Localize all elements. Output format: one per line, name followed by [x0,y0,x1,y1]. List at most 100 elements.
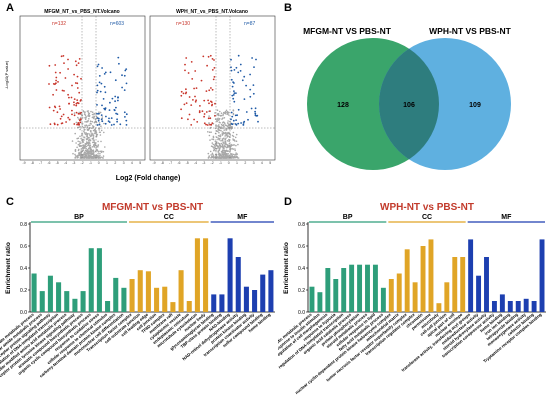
ns-point [91,152,93,154]
ns-point [88,118,90,120]
up-point [237,108,240,111]
volcano-plot-right: WPH_NT_vs_PBS_NT.Volcano n=130 n=87 -9 -8… [149,9,276,165]
ns-point [82,157,85,159]
up-point [254,110,256,113]
bar [357,264,363,312]
ns-point [217,129,220,131]
up-point [116,118,118,121]
ns-point [225,109,228,112]
ns-point [98,129,100,131]
down-point [207,117,210,120]
ns-point [219,145,221,147]
ns-point [81,122,83,124]
bar [499,294,505,312]
ns-point [224,154,226,157]
panel-letter-d: D [284,196,292,208]
ns-point [208,122,210,124]
bar [64,291,70,312]
ns-point [226,157,228,159]
ns-point [224,135,226,137]
ns-point [227,124,230,126]
bar [333,279,339,312]
ns-point [92,137,95,139]
ns-point [227,153,229,155]
down-point [198,111,201,114]
ns-point [215,149,217,152]
ns-point [86,120,88,123]
down-point [188,113,191,116]
down-point [187,118,189,121]
up-point [102,98,105,100]
up-point [230,66,232,69]
down-point [185,88,187,91]
ns-point [226,135,229,137]
ns-point [207,152,210,155]
ns-point [83,146,86,149]
ns-point [217,114,220,117]
ns-point [218,152,220,155]
ns-point [98,111,100,113]
up-point [233,82,235,84]
ns-point [237,143,239,146]
up-point [243,98,246,100]
down-point [78,119,81,122]
ns-point [81,117,84,119]
bar [539,239,545,312]
ns-point [74,150,77,152]
panel-letter-c: C [6,196,14,208]
down-point [184,69,186,72]
ns-point [219,156,221,158]
group-label: BP [343,214,353,221]
bar [56,282,62,312]
ns-point [211,155,213,158]
down-point [208,89,211,92]
ns-point [227,114,230,116]
ns-point [231,153,233,155]
up-point [104,71,107,74]
ns-point [230,145,232,147]
bar [476,275,482,312]
ns-point [221,139,224,142]
up-point [108,109,111,111]
volcano-x-tick: -8 [161,161,164,165]
down-point [190,61,193,63]
ns-point [77,140,79,143]
volcano-x-tick: 3 [253,161,255,165]
ns-point [80,155,82,158]
ns-point [220,126,222,128]
ns-point [79,141,81,143]
up-point [257,120,259,123]
ns-point [214,147,216,150]
ns-point [94,150,97,153]
up-point [100,118,103,121]
up-point [96,112,98,115]
bar [365,264,370,312]
volcano-xlabel: Log2 (Fold change) [116,175,181,182]
up-point [114,100,116,103]
down-point [206,64,209,67]
down-point [185,102,188,104]
ns-point [78,143,81,145]
down-count-label: n=130 [176,21,190,27]
ns-point [93,146,96,148]
bar [88,248,94,312]
ns-point [218,139,221,141]
ns-point [215,130,218,132]
ns-point [86,157,88,159]
volcano-x-tick: -8 [31,161,34,165]
ns-point [77,143,80,146]
y-tick-label: 0.2 [298,288,305,294]
down-point [183,103,186,106]
ns-point [89,157,91,159]
ns-point [93,144,95,147]
bar [145,271,151,312]
ns-point [222,154,225,157]
ns-point [227,122,229,124]
y-tick-label: 0.6 [298,244,305,250]
ns-point [94,132,96,135]
down-point [62,113,65,116]
ns-point [83,128,86,131]
group-label: BP [74,214,84,221]
ns-point [218,119,220,121]
ns-point [209,139,211,141]
